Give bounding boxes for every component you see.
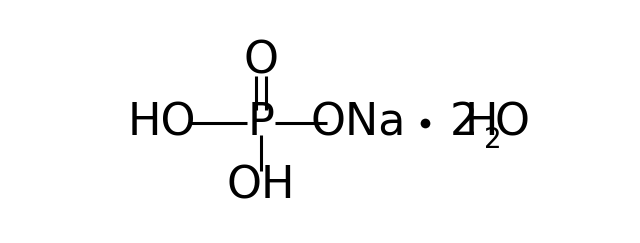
Text: 2: 2 bbox=[449, 101, 478, 144]
Text: P: P bbox=[248, 101, 275, 144]
Text: O: O bbox=[244, 39, 278, 82]
Text: 2: 2 bbox=[484, 127, 502, 155]
Text: OH: OH bbox=[227, 165, 295, 208]
Text: HO: HO bbox=[127, 101, 196, 144]
Text: H: H bbox=[465, 101, 498, 144]
Text: O: O bbox=[494, 101, 529, 144]
Text: ONa: ONa bbox=[310, 101, 406, 144]
